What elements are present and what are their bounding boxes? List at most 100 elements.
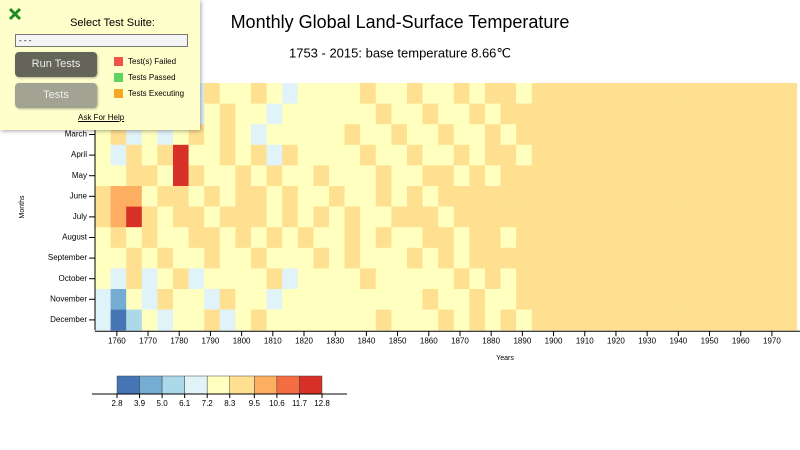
heat-cell	[360, 309, 377, 331]
heat-cell	[438, 83, 455, 104]
heat-cell	[95, 247, 111, 269]
heat-cell	[328, 124, 345, 146]
x-tick-label: 1780	[170, 336, 188, 345]
x-tick-label: 1900	[545, 336, 563, 345]
heat-cell	[672, 165, 688, 187]
heat-cell	[750, 124, 766, 146]
heat-cell	[453, 309, 470, 331]
heat-cell	[687, 165, 704, 187]
legend-tick-label: 6.1	[179, 399, 191, 408]
heat-cell	[375, 186, 392, 207]
heat-cell	[344, 144, 361, 166]
heat-cell	[282, 289, 299, 310]
y-tick-label: August	[62, 233, 88, 242]
heat-cell	[656, 144, 673, 166]
heat-cell	[328, 247, 345, 269]
heat-cell	[110, 186, 127, 207]
heat-cell	[578, 165, 595, 187]
heat-cell	[750, 144, 766, 166]
heat-cell	[344, 227, 361, 249]
heat-cell	[594, 144, 611, 166]
heat-cell	[328, 309, 345, 331]
close-icon[interactable]	[8, 7, 22, 21]
heat-cell	[438, 309, 455, 331]
heat-cell	[718, 83, 735, 104]
suite-select[interactable]: - - -	[15, 34, 188, 47]
heat-cell	[95, 309, 111, 331]
heat-cell	[375, 124, 392, 146]
heat-cell	[375, 309, 392, 331]
heat-cell	[594, 124, 611, 146]
heatmap	[95, 83, 798, 331]
heat-cell	[266, 268, 283, 290]
heat-cell	[219, 268, 236, 290]
heat-cell	[734, 206, 751, 228]
heat-cell	[313, 206, 330, 228]
heat-cell	[469, 206, 486, 228]
heat-cell	[687, 247, 704, 269]
heat-cell	[781, 83, 798, 104]
heat-cell	[531, 309, 548, 331]
heat-cell	[375, 103, 392, 125]
legend-tick-label: 8.3	[224, 399, 236, 408]
x-axis-title: Years	[496, 355, 514, 362]
heat-cell	[578, 144, 595, 166]
heat-cell	[734, 186, 751, 207]
heat-cell	[750, 186, 766, 207]
heat-cell	[141, 144, 158, 166]
heat-cell	[328, 268, 345, 290]
suite-legend-item: Test(s) Failed	[114, 57, 176, 67]
chart-subtitle: 1753 - 2015: base temperature 8.66℃	[289, 45, 511, 60]
heat-cell	[297, 103, 314, 125]
heat-cell	[375, 289, 392, 310]
heat-cell	[406, 186, 423, 207]
heat-cell	[547, 124, 564, 146]
heat-cell	[500, 247, 517, 269]
heat-cell	[469, 144, 486, 166]
heat-cell	[609, 124, 626, 146]
heat-cell	[126, 186, 143, 207]
heat-cell	[484, 186, 501, 207]
heat-cell	[406, 206, 423, 228]
tests-button[interactable]: Tests	[15, 83, 97, 108]
heat-cell	[469, 83, 486, 104]
run-tests-button[interactable]: Run Tests	[15, 52, 97, 77]
heat-cell	[625, 83, 642, 104]
heat-cell	[204, 206, 221, 228]
heat-cell	[360, 227, 377, 249]
help-link[interactable]: Ask For Help	[78, 113, 125, 122]
heat-cell	[95, 227, 111, 249]
heat-cell	[157, 144, 174, 166]
heat-cell	[188, 309, 205, 331]
heat-cell	[391, 206, 408, 228]
heat-cell	[453, 144, 470, 166]
x-tick-label: 1910	[576, 336, 594, 345]
heat-cell	[594, 309, 611, 331]
heat-cell	[484, 124, 501, 146]
heat-cell	[188, 186, 205, 207]
heat-cell	[734, 247, 751, 269]
heat-cell	[157, 165, 174, 187]
heat-cell	[781, 165, 798, 187]
heat-cell	[640, 186, 657, 207]
heat-cell	[406, 103, 423, 125]
heat-cell	[734, 268, 751, 290]
heat-cell	[609, 83, 626, 104]
x-tick-label: 1830	[326, 336, 344, 345]
heat-cell	[703, 103, 720, 125]
heat-cell	[625, 124, 642, 146]
heat-cell	[344, 103, 361, 125]
heat-cell	[391, 268, 408, 290]
heat-cell	[422, 289, 439, 310]
heat-cell	[250, 186, 267, 207]
heat-cell	[500, 83, 517, 104]
heat-cell	[531, 103, 548, 125]
heat-cell	[406, 83, 423, 104]
suite-legend-label: Tests Passed	[128, 73, 176, 82]
heat-cell	[734, 124, 751, 146]
heat-cell	[297, 227, 314, 249]
heat-cell	[687, 103, 704, 125]
heat-cell	[204, 247, 221, 269]
heat-cell	[266, 83, 283, 104]
heat-cell	[531, 124, 548, 146]
